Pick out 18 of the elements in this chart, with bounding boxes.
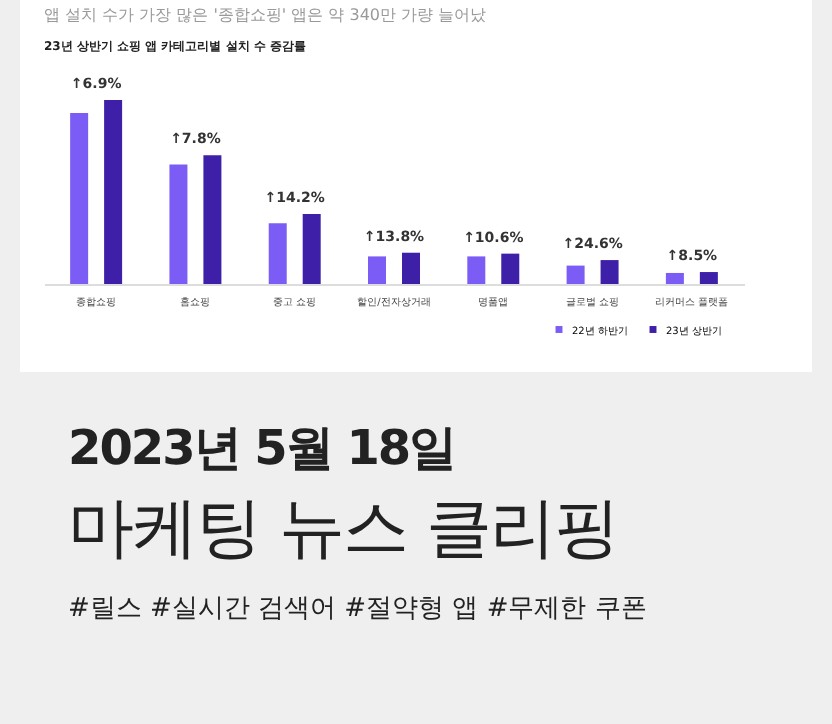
bar [169, 164, 188, 284]
bar [104, 100, 123, 284]
bar [600, 260, 619, 284]
bar [566, 265, 585, 284]
bar [70, 112, 89, 284]
text: #릴스 #실시간 검색어 #절약형 앱 #무제한 쿠폰 [68, 592, 647, 626]
bar [302, 214, 321, 284]
chart-subtitle: 앱 설치 수가 가장 많은 '종합쇼핑' 앱은 약 340만 가량 늘어났 [44, 6, 487, 24]
bar [699, 272, 718, 284]
bar [368, 256, 387, 284]
bar [501, 253, 520, 284]
bar [467, 256, 486, 284]
text: 2023년 5월 18일 [68, 418, 458, 480]
bar [203, 155, 222, 284]
text: 마케팅 뉴스 클리핑 [68, 486, 620, 570]
bar [665, 272, 684, 284]
bar [268, 223, 287, 284]
bar [401, 252, 420, 284]
